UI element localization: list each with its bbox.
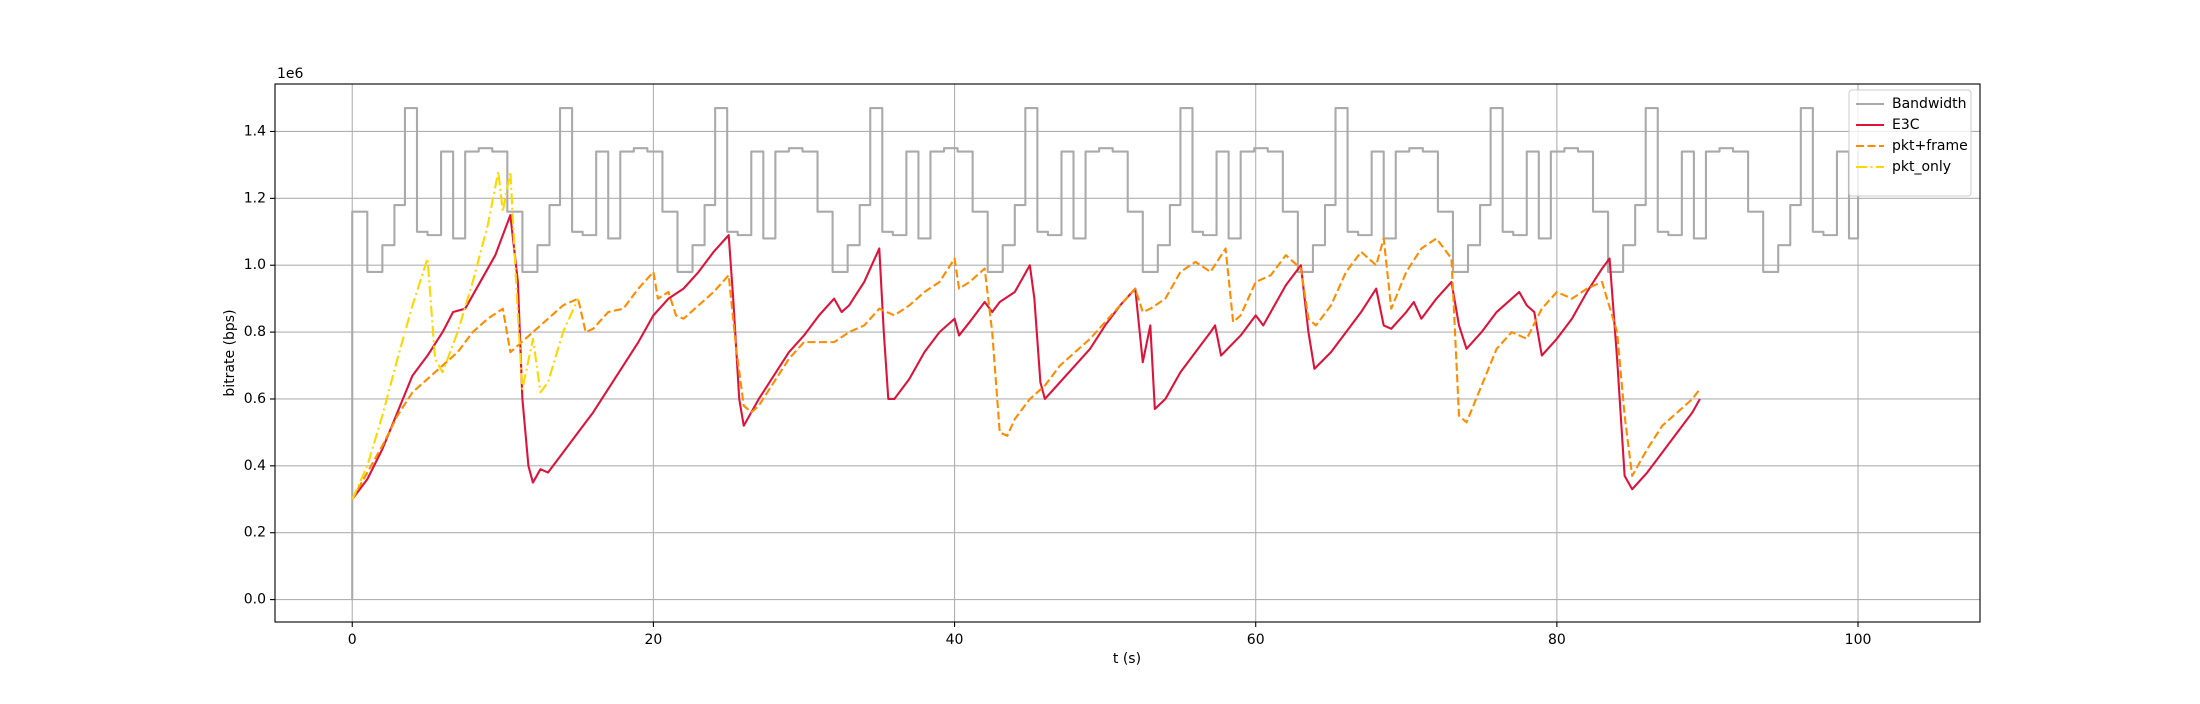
y-offset-label: 1e6 bbox=[277, 66, 304, 82]
legend-label: E3C bbox=[1892, 117, 1920, 133]
y-tick-label: 1.0 bbox=[244, 257, 266, 273]
series-line bbox=[351, 170, 580, 500]
legend-box bbox=[1848, 89, 1972, 197]
series-line bbox=[351, 214, 1701, 500]
y-tick-label: 0.8 bbox=[244, 324, 266, 340]
axes-frame bbox=[274, 83, 1981, 623]
y-tick-label: 1.2 bbox=[244, 190, 266, 206]
x-tick-label: 100 bbox=[1845, 632, 1872, 648]
x-tick-label: 60 bbox=[1247, 632, 1265, 648]
x-tick-label: 40 bbox=[946, 632, 964, 648]
y-tick-label: 0.2 bbox=[244, 525, 266, 541]
legend-label: Bandwidth bbox=[1892, 96, 1967, 112]
series-line bbox=[351, 237, 1701, 500]
plot-area bbox=[351, 107, 1860, 600]
x-tick-label: 80 bbox=[1548, 632, 1566, 648]
y-tick-label: 0.0 bbox=[244, 592, 266, 608]
y-tick-label: 0.4 bbox=[244, 458, 266, 474]
y-axis-label: bitrate (bps) bbox=[222, 309, 238, 396]
legend-label: pkt_only bbox=[1892, 159, 1951, 175]
y-tick-label: 1.4 bbox=[244, 123, 266, 139]
x-tick-label: 0 bbox=[348, 632, 357, 648]
series-line bbox=[351, 107, 1860, 600]
legend-label: pkt+frame bbox=[1892, 138, 1968, 154]
x-axis-label: t (s) bbox=[1113, 651, 1141, 667]
x-tick-label: 20 bbox=[644, 632, 662, 648]
y-tick-label: 0.6 bbox=[244, 391, 266, 407]
